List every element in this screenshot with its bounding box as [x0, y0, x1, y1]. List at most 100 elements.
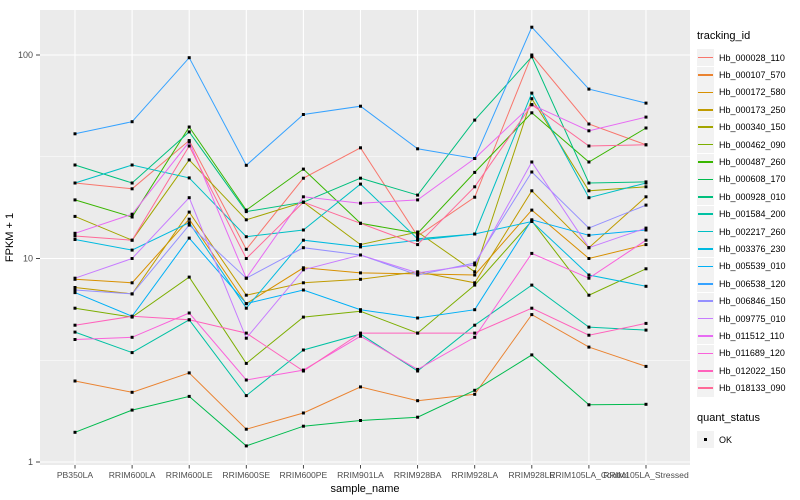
x-tick-label: RRIM600LA [109, 470, 156, 480]
legend-title-quant-status: quant_status [697, 411, 760, 424]
legend-series-list: Hb_000028_110 Hb_000107_570 Hb_000172_580 H… [697, 49, 800, 397]
data-point [301, 281, 305, 285]
data-point [187, 130, 191, 134]
data-point [530, 170, 534, 174]
data-point [530, 25, 534, 29]
data-point [359, 243, 362, 247]
legend-item-Hb_006846_150: Hb_006846_150 [697, 292, 800, 310]
legend-item-label: Hb_011689_120 [719, 348, 785, 359]
data-point [530, 218, 534, 222]
data-point [530, 220, 534, 223]
data-point [416, 331, 420, 335]
data-point [73, 286, 77, 289]
legend-item-label: Hb_002217_260 [719, 226, 786, 237]
data-point [587, 87, 591, 91]
data-point [530, 353, 534, 357]
legend-key-line-icon [697, 310, 714, 328]
data-point [473, 335, 477, 339]
legend-item-Hb_000928_010: Hb_000928_010 [697, 188, 800, 206]
data-point [644, 115, 648, 119]
data-point [530, 313, 534, 317]
data-point [73, 306, 77, 310]
data-point [587, 257, 591, 260]
legend-item-Hb_006538_120: Hb_006538_120 [697, 275, 800, 293]
data-point [187, 236, 191, 240]
data-point [416, 243, 420, 247]
data-point [301, 315, 305, 319]
legend-item-label: Hb_006538_120 [719, 278, 786, 289]
data-point [301, 195, 305, 199]
data-point [587, 122, 591, 126]
legend-item-label: Hb_005539_010 [719, 261, 786, 272]
legend-item-Hb_000462_090: Hb_000462_090 [697, 136, 800, 154]
data-point [244, 257, 248, 260]
x-tick-label: RRIM928LE [508, 470, 555, 480]
data-point [587, 246, 591, 250]
data-point [244, 306, 248, 310]
data-point [644, 226, 648, 230]
series-points [73, 25, 648, 448]
data-point [473, 281, 477, 285]
data-point [130, 335, 134, 339]
data-point [187, 176, 191, 180]
data-point [473, 283, 477, 287]
data-point [73, 288, 77, 292]
data-point [244, 293, 248, 297]
plot-area: PB350LA RRIM600LA RRIM600LE RRIM600SE RRIM60… [4, 10, 690, 495]
legend-key-line-icon [697, 223, 714, 241]
data-point [359, 182, 362, 186]
data-point [587, 226, 591, 230]
legend-item-label: Hb_000462_090 [719, 139, 786, 150]
data-point [244, 210, 248, 214]
data-point [587, 333, 591, 337]
data-point [301, 200, 305, 204]
data-point [244, 276, 248, 280]
data-point [73, 234, 77, 238]
data-point [530, 283, 534, 287]
data-point [130, 292, 134, 296]
legend-item-label: Hb_009775_010 [719, 313, 786, 324]
data-point [416, 271, 420, 275]
data-point [301, 238, 305, 242]
legend-item-Hb_005539_010: Hb_005539_010 [697, 257, 800, 275]
legend-item-label: Hb_006846_150 [719, 296, 786, 307]
legend-item-Hb_000487_260: Hb_000487_260 [697, 153, 800, 171]
legend-key-line-icon [697, 83, 714, 101]
data-point [359, 277, 362, 281]
data-point [473, 263, 477, 267]
data-point [416, 415, 420, 419]
data-point [187, 140, 191, 144]
data-point [473, 157, 477, 160]
data-point [301, 228, 305, 232]
legend-item-Hb_002217_260: Hb_002217_260 [697, 223, 800, 241]
data-point [530, 55, 534, 59]
data-point [187, 275, 191, 279]
legend-item-label: Hb_003376_230 [719, 243, 786, 254]
data-point [244, 235, 248, 239]
data-point [244, 247, 248, 251]
y-axis-title: FPKM + 1 [4, 213, 16, 262]
data-point [359, 419, 362, 422]
data-point [187, 125, 191, 129]
y-tick-label: 10 [23, 254, 33, 264]
legend-item-Hb_000107_570: Hb_000107_570 [697, 66, 800, 84]
data-point [301, 348, 305, 352]
data-point [187, 311, 191, 315]
data-point [416, 369, 420, 373]
data-point [130, 187, 134, 191]
legend-item-label: Hb_000608_170 [719, 174, 786, 185]
data-point [644, 402, 648, 406]
data-point [130, 390, 134, 394]
data-point [244, 361, 248, 365]
data-point [473, 388, 477, 392]
data-point [130, 248, 134, 252]
legend-key-line-icon [697, 344, 714, 362]
legend-item-label: Hb_000173_250 [719, 104, 786, 115]
legend-key-line-icon [697, 240, 714, 258]
data-point [187, 158, 191, 162]
legend-item-Hb_000173_250: Hb_000173_250 [697, 101, 800, 119]
data-point [530, 208, 534, 212]
data-point [130, 351, 134, 355]
data-point [473, 392, 477, 396]
data-point [301, 266, 305, 270]
